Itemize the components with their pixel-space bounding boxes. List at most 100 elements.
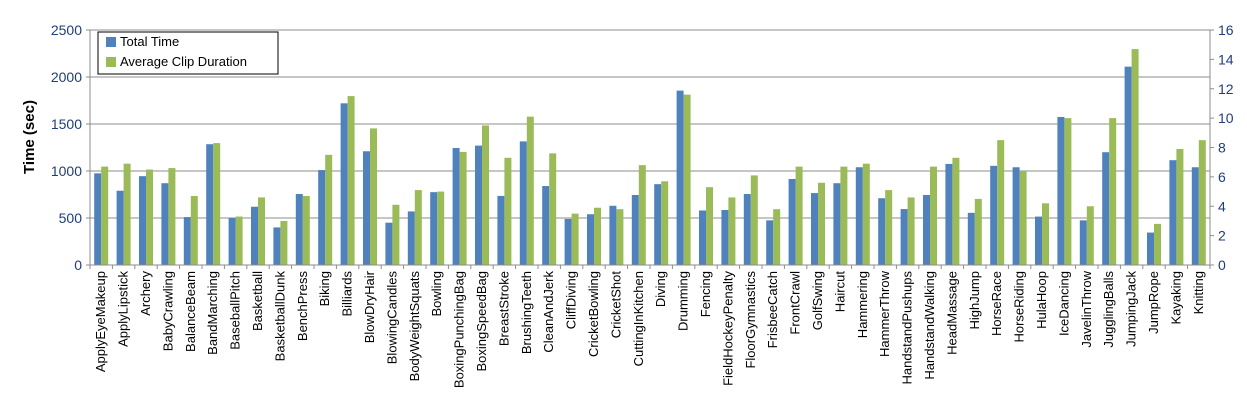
bar-average-clip-duration [302,195,310,265]
x-tick-label: Diving [653,271,668,307]
bar-total-time [900,209,908,265]
bar-average-clip-duration [504,157,512,265]
x-tick-label: BenchPress [295,271,310,342]
x-tick-label: BoxingSpeedBag [474,271,489,371]
x-tick-label: BabyCrawling [160,271,175,351]
bar-average-clip-duration [773,209,781,265]
x-tick-label: FieldHockeyPenalty [720,271,735,386]
bar-average-clip-duration [123,163,131,265]
bar-total-time [116,190,124,265]
x-tick-label: HorseRiding [1012,271,1027,343]
bar-average-clip-duration [818,182,825,265]
x-tick-label: CliffDiving [564,271,579,329]
y2-tick-label: 2 [1218,228,1226,244]
y2-tick-label: 4 [1218,198,1226,214]
x-tick-label: BlowingCandles [384,271,399,365]
x-tick-label: JugglingBalls [1101,271,1116,348]
bar-average-clip-duration [526,116,534,265]
bar-average-clip-duration [1176,148,1184,265]
x-tick-label: BandMarching [205,271,220,355]
bar-average-clip-duration [1198,140,1206,265]
bar-total-time [475,145,482,265]
bar-average-clip-duration [235,216,243,265]
x-tick-label: CricketShot [608,271,623,339]
bar-average-clip-duration [952,157,960,265]
bar-total-time [1102,152,1110,265]
bar-total-time [1079,220,1087,265]
bar-total-time [183,217,191,265]
legend-box [97,31,279,75]
bar-average-clip-duration [549,153,557,265]
x-tick-label: HandstandPushups [900,271,915,385]
x-tick-label: ApplyLipstick [116,271,131,347]
bar-average-clip-duration [168,168,176,265]
bar-total-time [430,192,438,265]
x-tick-label: BodyWeightSquats [407,271,422,382]
bar-average-clip-duration [661,181,669,265]
bar-total-time [1057,116,1065,265]
bar-total-time [1012,167,1020,265]
x-tick-label: Basketball [250,271,265,331]
bar-total-time [833,183,841,265]
bar-average-clip-duration [1131,49,1139,265]
x-tick-label: HammerThrow [877,270,892,357]
y2-tick-label: 0 [1218,257,1226,273]
bar-total-time [788,178,796,265]
category-labels: ApplyEyeMakeup ApplyLipstick Archery BabyCr… [93,270,1206,388]
left-axis-ticks: 0 500 1000 1500 2000 2500 [51,22,90,273]
x-tick-label: IceDancing [1056,271,1071,336]
bar-total-time [452,147,460,265]
x-tick-label: Drumming [676,271,691,331]
bar-average-clip-duration [325,154,333,265]
bar-total-time [161,183,169,265]
bar-total-time [699,210,706,265]
bar-average-clip-duration [571,213,579,265]
y2-tick-label: 10 [1218,110,1234,126]
bar-average-clip-duration [459,151,467,265]
bar-average-clip-duration [258,197,265,265]
bar-average-clip-duration [1109,118,1117,265]
bar-total-time [363,151,370,265]
y-tick-label: 0 [74,257,82,273]
bar-average-clip-duration [974,198,982,265]
y-tick-label: 2000 [51,69,82,85]
bar-average-clip-duration [840,166,848,265]
bar-series [94,49,1206,265]
bar-average-clip-duration [101,166,109,265]
bar-average-clip-duration [594,207,601,265]
x-tick-label: ApplyEyeMakeup [93,271,108,372]
bar-average-clip-duration [750,175,758,265]
bar-average-clip-duration [1019,171,1027,265]
x-tick-label: BaseballPitch [228,271,243,350]
bar-total-time [228,218,236,265]
x-tick-label: BalanceBeam [183,271,198,352]
x-tick-label: HandstandWalking [922,271,937,380]
bar-total-time [878,198,886,265]
bar-average-clip-duration [437,191,445,265]
bar-average-clip-duration [1064,118,1072,265]
x-tick-label: FloorGymnastics [743,271,758,369]
x-tick-label: Fencing [698,271,713,317]
bar-average-clip-duration [638,165,646,265]
x-tick-label: Archery [138,271,153,316]
x-tick-label: CuttingInKitchen [631,271,646,366]
legend-label-average-clip-duration: Average Clip Duration [120,54,247,69]
bar-total-time [654,184,662,265]
x-tick-label: Kayaking [1168,271,1183,324]
bar-total-time [721,210,729,265]
y-tick-label: 1500 [51,116,82,132]
x-tick-label: HighJump [967,271,982,330]
y-tick-label: 1000 [51,163,82,179]
bar-average-clip-duration [862,163,870,265]
y-axis-title: Time (sec) [21,100,38,174]
bar-average-clip-duration [616,209,624,265]
y2-tick-label: 8 [1218,140,1226,156]
x-tick-label: JumpRope [1146,271,1161,334]
bar-average-clip-duration [997,140,1005,265]
bar-average-clip-duration [1042,203,1049,265]
bar-average-clip-duration [706,187,713,265]
bar-total-time [990,165,998,265]
bar-total-time [945,163,953,265]
axes [89,30,1211,269]
bar-total-time [743,194,751,265]
